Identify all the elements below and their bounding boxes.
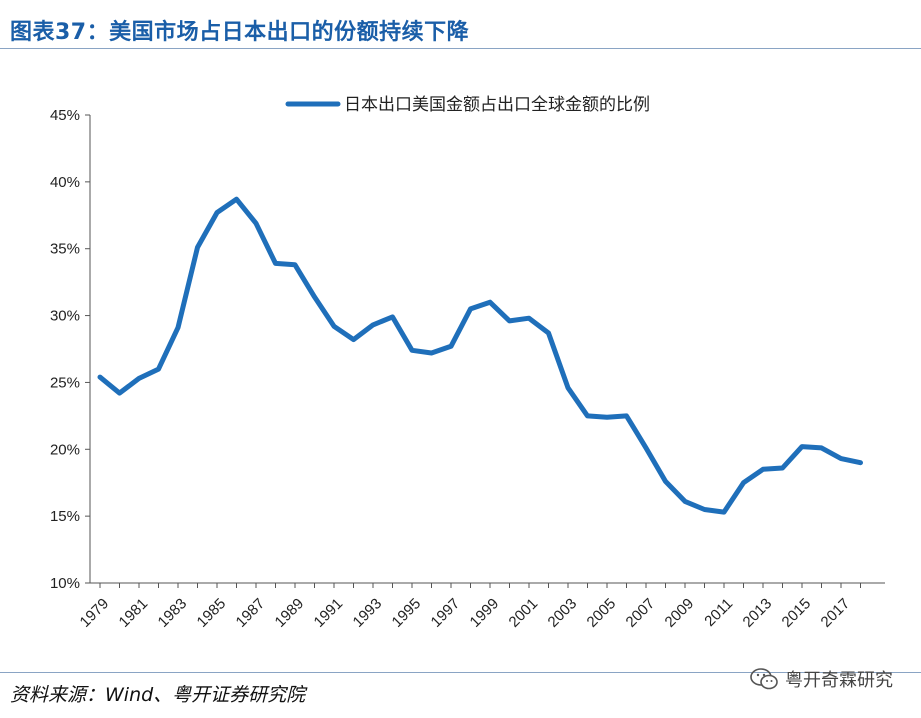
y-tick-label: 20% bbox=[50, 441, 80, 458]
source-note: 资料来源：Wind、粤开证券研究院 bbox=[10, 684, 306, 706]
y-tick-label: 10% bbox=[50, 575, 80, 592]
series-layer bbox=[97, 196, 863, 515]
y-axis-ticks: 10% 15% 20% 25% 30% 35% 40% 45% bbox=[50, 107, 90, 592]
wechat-icon bbox=[750, 668, 778, 690]
watermark: 粤开奇霖研究 bbox=[749, 666, 893, 692]
x-tick-label: 2017 bbox=[818, 595, 854, 631]
y-tick-label: 40% bbox=[50, 174, 80, 191]
y-tick-label: 15% bbox=[50, 508, 80, 525]
y-tick-label: 35% bbox=[50, 241, 80, 258]
x-tick-label: 1995 bbox=[389, 595, 425, 631]
x-tick-label: 1981 bbox=[116, 595, 152, 631]
x-tick-label: 2005 bbox=[584, 595, 620, 631]
x-tick-label: 2007 bbox=[623, 595, 659, 631]
x-axis-ticks: 1979 1981 1983 1985 1987 1989 1991 1993 1995 1997… bbox=[77, 583, 861, 631]
x-tick-label: 1999 bbox=[467, 595, 503, 631]
x-tick-label: 1991 bbox=[311, 595, 347, 631]
y-tick-label: 45% bbox=[50, 107, 80, 124]
x-tick-label: 2015 bbox=[779, 595, 815, 631]
x-tick-label: 2013 bbox=[740, 595, 776, 631]
footer-divider bbox=[0, 672, 921, 673]
x-tick-label: 1997 bbox=[428, 595, 464, 631]
line-chart: 10%15%20%25%30%35%40%45% 1979 1981 1983 198… bbox=[50, 95, 885, 631]
watermark-text: 粤开奇霖研究 bbox=[785, 670, 893, 691]
y-tick-label: 25% bbox=[50, 374, 80, 391]
y-tick-label: 30% bbox=[50, 308, 80, 325]
x-tick-label: 2011 bbox=[701, 595, 736, 630]
x-tick-label: 1993 bbox=[350, 595, 386, 631]
x-tick-label: 1985 bbox=[194, 595, 230, 631]
x-tick-label: 1983 bbox=[155, 595, 191, 631]
x-tick-label: 1987 bbox=[233, 595, 269, 631]
title-divider bbox=[0, 48, 921, 49]
x-tick-label: 2003 bbox=[545, 595, 581, 631]
x-tick-label: 1979 bbox=[77, 595, 113, 631]
x-tick-label: 2009 bbox=[662, 595, 698, 631]
legend: 日本出口美国金额占出口全球金额的比例 bbox=[285, 95, 650, 115]
x-tick-label: 2001 bbox=[506, 595, 542, 631]
legend-label: 日本出口美国金额占出口全球金额的比例 bbox=[344, 95, 650, 115]
figure-title: 图表37：美国市场占日本出口的份额持续下降 bbox=[10, 20, 470, 45]
x-tick-label: 1989 bbox=[272, 595, 308, 631]
series-line bbox=[97, 196, 863, 515]
